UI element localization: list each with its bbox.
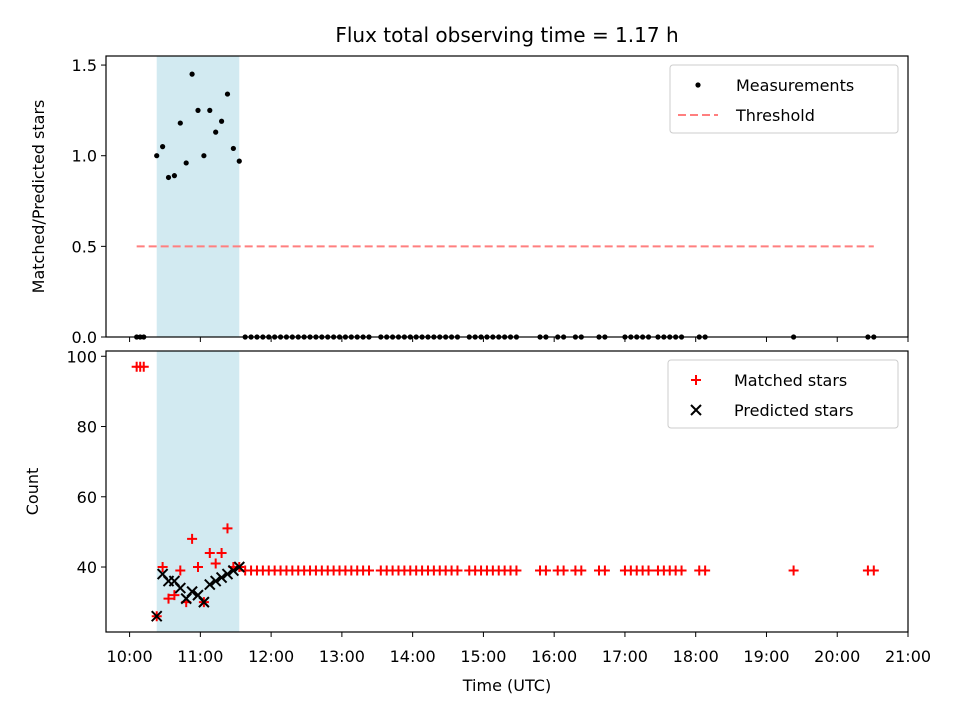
y-tick-label: 80 bbox=[77, 418, 97, 437]
data-point bbox=[163, 593, 174, 604]
data-point bbox=[218, 118, 225, 124]
legend-box bbox=[669, 64, 899, 134]
legend-label: Measurements bbox=[736, 76, 854, 95]
top-panel: 0.0 0.5 1.0 1.5 Matched/Predicted stars Measu… bbox=[29, 55, 909, 347]
data-point bbox=[201, 153, 207, 159]
data-point bbox=[189, 71, 195, 77]
data-point bbox=[204, 547, 215, 558]
y-tick-label: 60 bbox=[77, 488, 97, 507]
count-series-matched-stars bbox=[131, 361, 879, 622]
data-point bbox=[171, 173, 178, 179]
x-tick-label: 15:00 bbox=[460, 647, 506, 666]
data-point bbox=[177, 120, 183, 126]
legend-label: Matched stars bbox=[734, 371, 847, 390]
legend-label: Predicted stars bbox=[734, 401, 854, 420]
data-point bbox=[157, 562, 168, 573]
x-axis-label: Time (UTC) bbox=[462, 676, 551, 695]
data-point bbox=[174, 582, 187, 594]
data-point bbox=[676, 565, 687, 576]
data-point bbox=[452, 565, 463, 576]
data-point bbox=[151, 610, 163, 622]
legend-swatch bbox=[695, 82, 701, 88]
data-point bbox=[222, 523, 233, 534]
data-point bbox=[175, 565, 186, 576]
data-point bbox=[364, 565, 375, 576]
data-point bbox=[230, 145, 236, 152]
observing-window-span bbox=[156, 351, 240, 632]
data-point bbox=[224, 91, 231, 97]
data-point bbox=[643, 565, 654, 576]
legend-label: Threshold bbox=[735, 106, 815, 125]
legend: Matched stars Predicted stars bbox=[667, 359, 899, 429]
data-point bbox=[160, 144, 166, 150]
x-tick-label: 16:00 bbox=[531, 647, 577, 666]
data-point bbox=[195, 107, 201, 113]
data-point bbox=[169, 590, 180, 601]
y-axis-label: Matched/Predicted stars bbox=[29, 100, 48, 294]
y-tick-label: 0.0 bbox=[72, 328, 97, 347]
y-tick-label: 100 bbox=[66, 347, 97, 366]
data-point bbox=[599, 565, 610, 576]
legend: Measurements Threshold bbox=[669, 64, 899, 134]
bottom-panel: 40 60 80 100 10:00 11:00 12:00 13:00 14:00 15:00 1… bbox=[23, 347, 931, 666]
data-point bbox=[221, 568, 234, 580]
data-point bbox=[540, 565, 551, 576]
data-point bbox=[209, 575, 222, 587]
data-point bbox=[233, 561, 245, 573]
data-point bbox=[204, 578, 216, 591]
data-point bbox=[868, 565, 879, 576]
data-point bbox=[213, 129, 219, 135]
x-tick-label: 20:00 bbox=[814, 647, 860, 666]
count-series-predicted-stars bbox=[151, 561, 245, 622]
data-point bbox=[138, 361, 149, 372]
data-point bbox=[165, 174, 172, 181]
x-tick-label: 10:00 bbox=[107, 647, 153, 666]
data-point bbox=[207, 107, 213, 113]
data-point bbox=[788, 565, 799, 576]
x-tick-label: 11:00 bbox=[177, 647, 223, 666]
legend-swatch bbox=[690, 404, 702, 416]
x-tick-label: 21:00 bbox=[885, 647, 931, 666]
data-point bbox=[187, 533, 198, 544]
x-tick-label: 14:00 bbox=[390, 647, 436, 666]
axes-frame bbox=[105, 350, 909, 633]
data-point bbox=[576, 565, 587, 576]
data-point bbox=[216, 547, 227, 558]
y-tick-label: 40 bbox=[77, 558, 97, 577]
y-tick-label: 1.0 bbox=[72, 147, 97, 166]
x-tick-label: 18:00 bbox=[673, 647, 719, 666]
x-tick-label: 19:00 bbox=[743, 647, 789, 666]
chart-title: Flux total observing time = 1.17 h bbox=[335, 23, 678, 47]
data-point bbox=[558, 565, 569, 576]
y-tick-label: 0.5 bbox=[72, 237, 97, 256]
data-point bbox=[183, 160, 189, 166]
legend-swatch bbox=[691, 375, 701, 385]
axes-frame bbox=[105, 55, 909, 338]
data-point bbox=[215, 571, 228, 584]
data-point bbox=[700, 565, 711, 576]
x-tick-label: 17:00 bbox=[602, 647, 648, 666]
data-point bbox=[511, 565, 522, 576]
x-tick-label: 12:00 bbox=[248, 647, 294, 666]
data-point bbox=[192, 562, 203, 573]
data-point bbox=[227, 564, 240, 577]
x-tick-label: 13:00 bbox=[319, 647, 365, 666]
observing-window-span bbox=[156, 56, 240, 337]
legend-box bbox=[667, 359, 899, 429]
y-axis-label: Count bbox=[23, 468, 42, 516]
data-point bbox=[236, 158, 242, 164]
data-point bbox=[186, 585, 198, 598]
data-point bbox=[210, 558, 221, 569]
data-point bbox=[154, 153, 160, 159]
data-point bbox=[198, 596, 210, 608]
y-tick-label: 1.5 bbox=[72, 56, 97, 75]
